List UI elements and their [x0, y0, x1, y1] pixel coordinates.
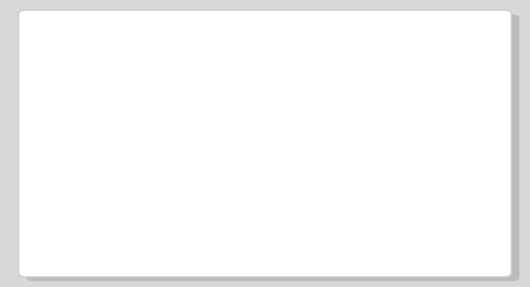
- Text: 21.73%: 21.73%: [436, 86, 484, 99]
- Text: 28.53%: 28.53%: [436, 123, 484, 136]
- Text: ▲: ▲: [399, 55, 405, 65]
- Bar: [37, 148, 493, 185]
- Text: Revenue: Revenue: [142, 38, 197, 51]
- Text: Central: Central: [42, 123, 87, 136]
- Text: 2,306,402,738.65: 2,306,402,738.65: [190, 197, 302, 210]
- Text: % revenue region: % revenue region: [377, 33, 488, 46]
- Text: West: West: [42, 86, 73, 99]
- Bar: [311, 74, 493, 111]
- Bar: [37, 185, 493, 222]
- Bar: [37, 111, 493, 148]
- Text: 40.48%: 40.48%: [436, 160, 484, 173]
- Text: 100.00%: 100.00%: [419, 238, 484, 251]
- Text: 5,199,504,107.30: 5,199,504,107.30: [171, 238, 302, 251]
- Text: Region: Region: [42, 38, 85, 51]
- Text: East: East: [42, 197, 69, 210]
- Text: 2,104,731,284.53: 2,104,731,284.53: [190, 160, 302, 173]
- Text: 44.36%: 44.36%: [436, 197, 484, 210]
- Bar: [311, 148, 493, 185]
- Bar: [311, 185, 493, 222]
- Bar: [311, 111, 493, 148]
- Bar: [37, 74, 493, 111]
- Text: Total: Total: [42, 238, 78, 251]
- Text: 1,483,669,485.77: 1,483,669,485.77: [190, 123, 302, 136]
- Text: 1,129,702,160.48: 1,129,702,160.48: [190, 86, 302, 99]
